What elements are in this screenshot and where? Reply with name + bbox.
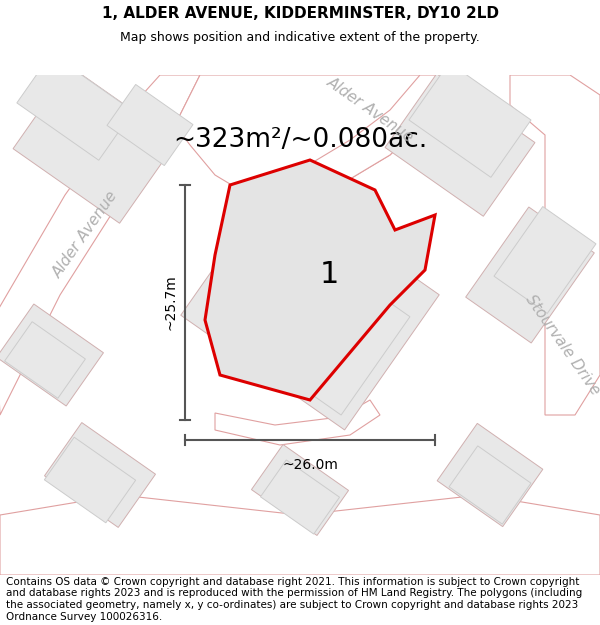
Polygon shape <box>385 74 535 216</box>
Text: Alder Avenue: Alder Avenue <box>50 189 121 281</box>
Polygon shape <box>181 180 439 430</box>
Polygon shape <box>0 495 600 575</box>
Polygon shape <box>205 160 435 400</box>
Polygon shape <box>409 62 531 178</box>
Polygon shape <box>494 206 596 314</box>
Text: Contains OS data © Crown copyright and database right 2021. This information is : Contains OS data © Crown copyright and d… <box>6 577 582 622</box>
Text: ~25.7m: ~25.7m <box>163 274 177 331</box>
Text: ~323m²/~0.080ac.: ~323m²/~0.080ac. <box>173 127 427 153</box>
Polygon shape <box>0 75 200 415</box>
Polygon shape <box>466 207 595 343</box>
Polygon shape <box>215 400 380 445</box>
Polygon shape <box>251 444 349 536</box>
Text: 1, ALDER AVENUE, KIDDERMINSTER, DY10 2LD: 1, ALDER AVENUE, KIDDERMINSTER, DY10 2LD <box>101 6 499 21</box>
Text: Map shows position and indicative extent of the property.: Map shows position and indicative extent… <box>120 31 480 44</box>
Polygon shape <box>5 322 85 398</box>
Text: 1: 1 <box>319 259 339 289</box>
Polygon shape <box>240 75 460 195</box>
Polygon shape <box>175 75 460 195</box>
Polygon shape <box>437 423 543 527</box>
Polygon shape <box>0 304 103 406</box>
Text: Stourvale Drive: Stourvale Drive <box>523 292 600 398</box>
Text: Alder Avenue: Alder Avenue <box>324 74 416 146</box>
Polygon shape <box>510 75 600 415</box>
Polygon shape <box>44 438 136 522</box>
Polygon shape <box>17 54 133 160</box>
Polygon shape <box>107 84 193 166</box>
Polygon shape <box>260 460 340 534</box>
Text: ~26.0m: ~26.0m <box>282 458 338 472</box>
Polygon shape <box>13 67 177 223</box>
Polygon shape <box>44 422 155 528</box>
Polygon shape <box>210 225 410 415</box>
Polygon shape <box>449 446 531 524</box>
